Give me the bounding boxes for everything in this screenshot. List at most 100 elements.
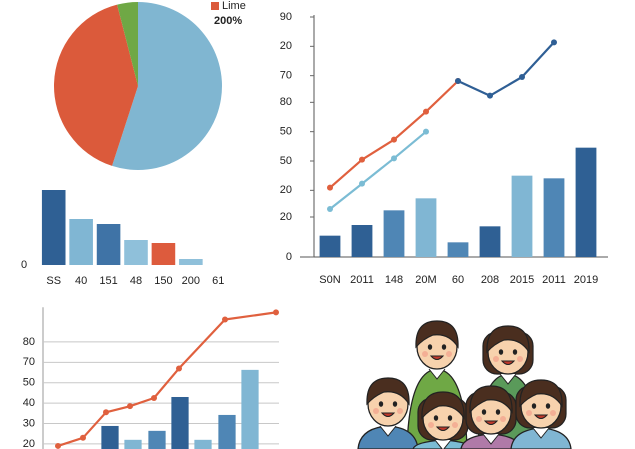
x-tick-label: 208 bbox=[481, 274, 499, 286]
collar bbox=[434, 439, 452, 449]
line bbox=[57, 311, 277, 447]
mouth bbox=[500, 360, 516, 365]
eye bbox=[433, 415, 439, 421]
x-tick-label: 20M bbox=[415, 274, 436, 286]
eye bbox=[495, 409, 501, 415]
bar bbox=[575, 147, 597, 257]
eye bbox=[427, 344, 433, 350]
cheek bbox=[452, 422, 458, 428]
bar bbox=[151, 243, 176, 265]
line-point bbox=[327, 184, 333, 191]
x-tick-label: 48 bbox=[130, 275, 142, 287]
line-point bbox=[391, 155, 397, 162]
bar bbox=[41, 190, 66, 265]
line-point bbox=[80, 434, 86, 441]
line-point bbox=[273, 309, 279, 316]
collar bbox=[482, 433, 500, 445]
bar bbox=[148, 430, 166, 449]
y-tick-label: 70 bbox=[280, 70, 292, 82]
collar bbox=[428, 368, 446, 380]
bar bbox=[194, 439, 212, 449]
hair bbox=[469, 385, 513, 414]
y-tick-label: 30 bbox=[23, 417, 35, 429]
line-point bbox=[423, 128, 429, 135]
cheek bbox=[397, 408, 403, 414]
y-tick-label: 90 bbox=[280, 11, 292, 23]
collar bbox=[532, 427, 550, 439]
bar bbox=[101, 425, 119, 449]
bar bbox=[351, 225, 373, 257]
line-point bbox=[176, 365, 182, 372]
bar bbox=[511, 175, 533, 257]
pie-slice bbox=[112, 2, 223, 170]
bar bbox=[124, 240, 148, 265]
bar bbox=[415, 198, 437, 257]
legend-label: Lime bbox=[222, 0, 246, 12]
person bbox=[510, 379, 572, 449]
cheek bbox=[373, 408, 379, 414]
line-point bbox=[327, 206, 333, 212]
hair bbox=[366, 377, 410, 406]
cheek bbox=[476, 416, 482, 422]
cheek bbox=[550, 410, 556, 416]
bar bbox=[69, 219, 93, 265]
line-point bbox=[359, 180, 365, 187]
collar bbox=[499, 373, 517, 385]
line-point bbox=[551, 39, 557, 46]
x-tick-label: 150 bbox=[154, 275, 172, 287]
line-point bbox=[359, 156, 365, 163]
eye bbox=[512, 349, 518, 355]
cheek bbox=[517, 356, 523, 362]
line bbox=[457, 41, 555, 97]
person bbox=[357, 377, 419, 449]
line-point bbox=[222, 316, 228, 323]
hair bbox=[519, 379, 563, 408]
cheek bbox=[493, 356, 499, 362]
y-tick-label: 20 bbox=[280, 184, 292, 196]
cheek bbox=[500, 416, 506, 422]
cheek bbox=[428, 422, 434, 428]
mouth bbox=[483, 420, 499, 425]
y-tick-label: 20 bbox=[23, 438, 35, 449]
bar bbox=[96, 224, 121, 265]
y-tick-label: 40 bbox=[23, 397, 35, 409]
x-tick-label: 2015 bbox=[510, 274, 534, 286]
y-tick-label: 50 bbox=[23, 377, 35, 389]
bar bbox=[241, 369, 259, 449]
eye bbox=[378, 401, 384, 407]
y-tick-label: 20 bbox=[280, 40, 292, 52]
hair bbox=[415, 320, 459, 349]
cheek bbox=[526, 410, 532, 416]
cheek bbox=[422, 351, 428, 357]
line-point bbox=[487, 92, 493, 99]
x-tick-label: 200 bbox=[182, 275, 200, 287]
line-point bbox=[55, 442, 61, 449]
bar bbox=[179, 259, 203, 265]
y-tick-label: 20 bbox=[280, 211, 292, 223]
eye bbox=[441, 344, 447, 350]
bar bbox=[124, 439, 142, 449]
x-tick-label: 151 bbox=[99, 275, 117, 287]
annotation: 200% bbox=[214, 15, 242, 27]
line-point bbox=[423, 108, 429, 115]
eye bbox=[392, 401, 398, 407]
x-tick-label: 2019 bbox=[574, 274, 598, 286]
cheek bbox=[446, 351, 452, 357]
pie-slice bbox=[53, 4, 138, 166]
y-tick-label: 50 bbox=[280, 126, 292, 138]
eye bbox=[545, 403, 551, 409]
illustration bbox=[357, 320, 572, 449]
mouth bbox=[435, 426, 451, 431]
line-point bbox=[455, 78, 461, 84]
x-tick-label: S0N bbox=[319, 274, 340, 286]
bar bbox=[479, 226, 501, 257]
line-point bbox=[151, 395, 157, 402]
bar bbox=[218, 414, 236, 449]
bar bbox=[447, 242, 469, 257]
line bbox=[329, 130, 427, 210]
collar bbox=[379, 425, 397, 437]
y-tick-label: 0 bbox=[21, 259, 27, 271]
mouth bbox=[429, 355, 445, 360]
line-point bbox=[519, 74, 525, 80]
